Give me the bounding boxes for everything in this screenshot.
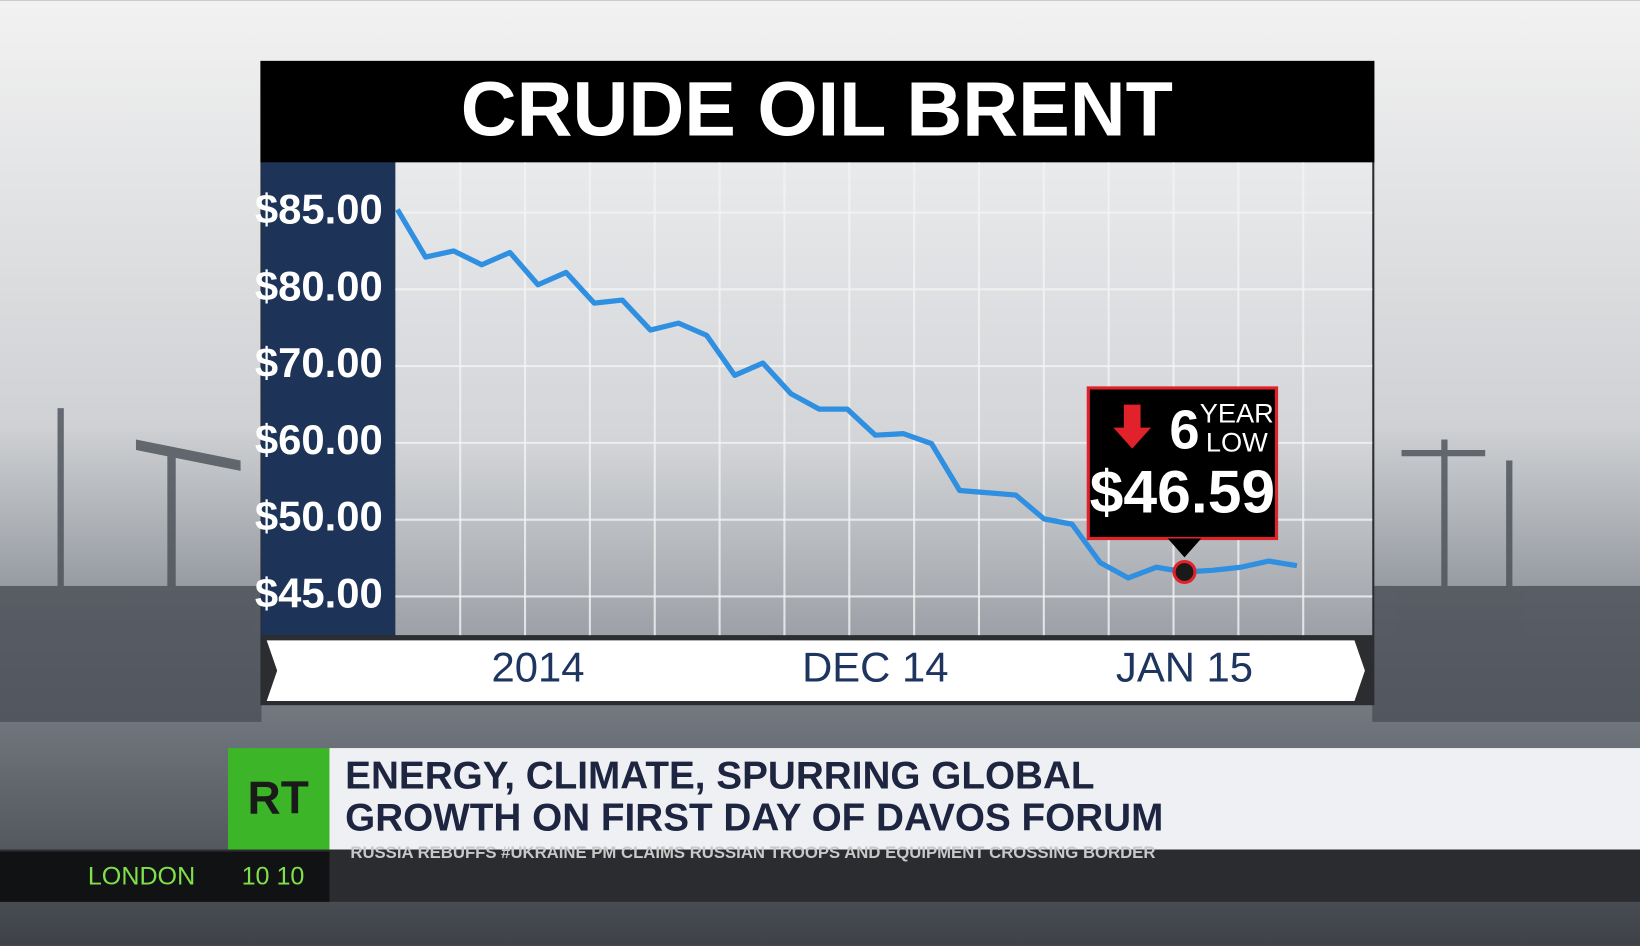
- value-label: $46.59: [1090, 458, 1276, 526]
- time: 10 10: [242, 862, 305, 890]
- logo-box: [228, 748, 330, 850]
- x-tick-label: JAN 15: [1116, 644, 1253, 691]
- callout-pointer: [1167, 538, 1202, 558]
- callout-box: [1086, 386, 1279, 541]
- y-tick-label: $80.00: [255, 262, 383, 309]
- headline-line: GROWTH ON FIRST DAY OF DAVOS FORUM: [345, 796, 1163, 839]
- title-bar: [260, 60, 1375, 163]
- annotation-text: LOW: [1206, 427, 1268, 458]
- chart-title: CRUDE OIL BRENT: [461, 67, 1173, 153]
- x-tick-label: 2014: [491, 644, 584, 691]
- y-axis-panel: [261, 162, 396, 636]
- crawl-text: RUSSIA REBUFFS #UKRAINE PM CLAIMS RUSSIA…: [350, 843, 1155, 862]
- chart: $85.00 $80.00 $70.00 $60.00 $50.00 $45.00 2014…: [255, 186, 1373, 691]
- data-point: [1172, 559, 1197, 585]
- headline-line: ENERGY, CLIMATE, SPURRING GLOBAL: [345, 755, 1094, 798]
- location: LONDON: [88, 862, 195, 890]
- logo: RT: [248, 772, 309, 824]
- annotation-text: YEAR: [1200, 397, 1274, 428]
- x-axis-banner: [266, 640, 1365, 702]
- data-line: [395, 208, 1298, 581]
- y-tick-label: $70.00: [255, 339, 383, 386]
- annotation-number: 6: [1169, 399, 1199, 460]
- y-tick-label: $45.00: [255, 569, 383, 616]
- x-tick-label: DEC 14: [802, 644, 948, 691]
- y-tick-label: $60.00: [255, 416, 383, 463]
- y-tick-label: $50.00: [255, 493, 383, 540]
- y-tick-label: $85.00: [255, 186, 383, 233]
- clock-box: [0, 851, 330, 902]
- down-arrow: [1113, 404, 1152, 449]
- oil-field-silhouette: [0, 408, 1640, 722]
- headline-bar: [329, 748, 1640, 850]
